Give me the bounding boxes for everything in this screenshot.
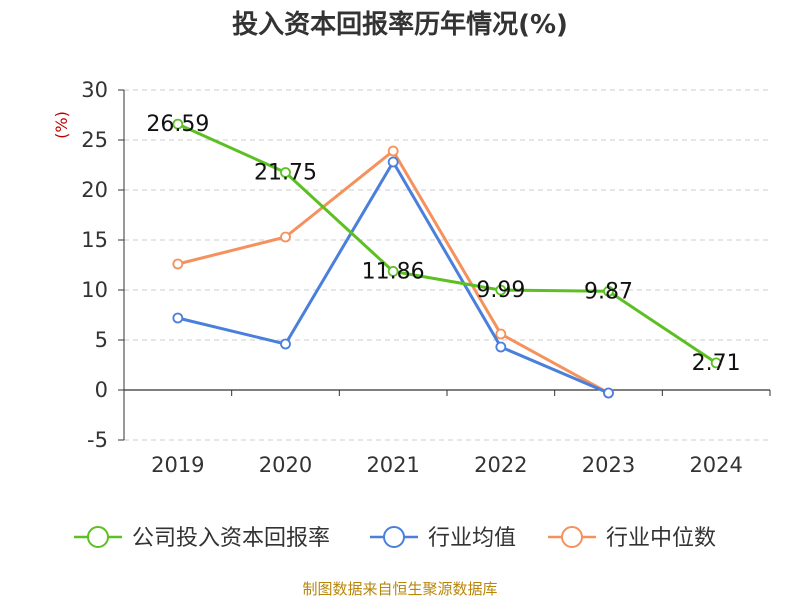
data-label: 9.99 <box>476 278 525 303</box>
x-tick-label: 2021 <box>366 453 419 477</box>
data-label: 2.71 <box>692 351 741 376</box>
legend-marker <box>87 526 109 548</box>
data-point[interactable] <box>280 338 291 350</box>
y-tick-label: 5 <box>95 328 108 352</box>
data-point[interactable] <box>387 145 399 157</box>
y-tick-label: -5 <box>87 428 108 452</box>
data-label: 21.75 <box>254 161 317 186</box>
data-point[interactable] <box>603 285 614 297</box>
data-point[interactable] <box>710 357 722 369</box>
legend-item-1[interactable]: 行业均值 <box>370 526 516 551</box>
data-point[interactable] <box>280 231 291 243</box>
legend-label: 行业均值 <box>428 526 516 551</box>
y-tick-label: 20 <box>81 178 108 202</box>
axes: 30 25 20 15 10 5 0 -5 2019 2020 2021 2022 2023 2024 <box>81 78 771 477</box>
series-layer <box>172 118 722 399</box>
data-point[interactable] <box>172 312 184 324</box>
data-point[interactable] <box>495 284 507 296</box>
data-point[interactable] <box>495 341 507 353</box>
y-axis-unit: (%) <box>52 111 71 139</box>
legend-item-2[interactable]: 行业中位数 <box>548 526 716 551</box>
legend[interactable]: 公司投入资本回报率 行业均值 行业中位数 <box>74 526 716 551</box>
data-point[interactable] <box>603 387 614 399</box>
y-tick-label: 10 <box>81 278 108 302</box>
x-tick-label: 2024 <box>689 453 742 477</box>
data-point[interactable] <box>495 328 507 340</box>
data-point[interactable] <box>387 156 399 168</box>
x-tick-label: 2022 <box>474 453 527 477</box>
x-tick-label: 2020 <box>259 453 312 477</box>
legend-label: 行业中位数 <box>606 526 716 551</box>
y-tick-label: 15 <box>81 228 108 252</box>
data-point[interactable] <box>172 118 184 130</box>
data-label: 9.87 <box>584 279 633 304</box>
data-labels: 26.59 21.75 11.86 9.99 9.87 2.71 <box>146 112 740 376</box>
series-line-0 <box>177 122 717 365</box>
chart-title: 投入资本回报率历年情况(%) <box>232 9 568 40</box>
legend-item-0[interactable]: 公司投入资本回报率 <box>74 526 330 551</box>
y-tick-label: 0 <box>95 378 108 402</box>
legend-marker <box>561 526 583 548</box>
y-tick-label: 25 <box>81 128 108 152</box>
data-point[interactable] <box>280 167 291 178</box>
y-tick-label: 30 <box>81 78 108 102</box>
data-label: 26.59 <box>146 112 209 137</box>
legend-label: 公司投入资本回报率 <box>132 526 330 551</box>
source-note: 制图数据来自恒生聚源数据库 <box>302 580 497 598</box>
data-point[interactable] <box>172 258 184 270</box>
data-point[interactable] <box>387 265 399 277</box>
x-tick-label: 2019 <box>151 453 204 477</box>
legend-marker <box>383 526 405 548</box>
x-tick-label: 2023 <box>582 453 635 477</box>
data-label: 11.86 <box>362 259 425 284</box>
